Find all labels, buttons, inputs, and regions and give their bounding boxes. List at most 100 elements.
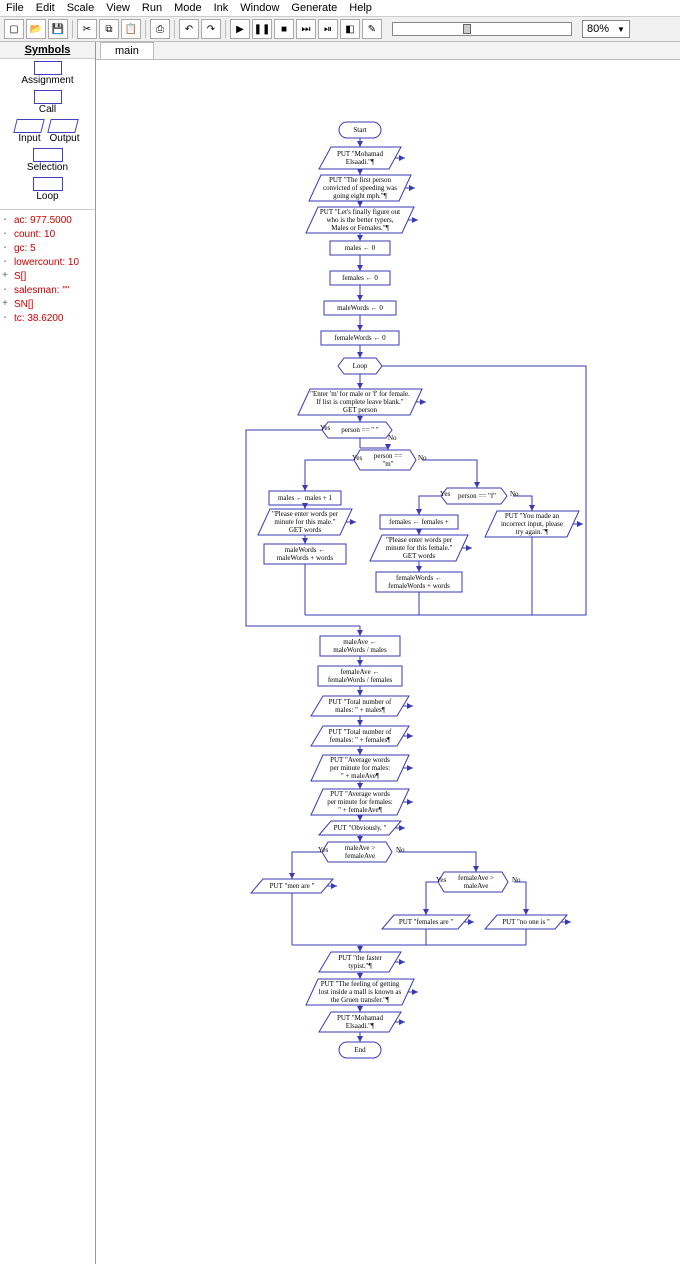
svg-text:incorrect input, please: incorrect input, please	[501, 520, 563, 528]
svg-text:PUT "You made an: PUT "You made an	[505, 512, 560, 520]
app-body: Symbols Assignment Call Input Output Sel…	[0, 42, 680, 1264]
svg-text:maleAve ←: maleAve ←	[343, 638, 377, 646]
svg-text:No: No	[510, 490, 519, 498]
svg-text:maleWords / males: maleWords / males	[333, 646, 387, 654]
symbol-assignment[interactable]: Assignment	[0, 59, 95, 88]
symbol-call[interactable]: Call	[0, 88, 95, 117]
menubar: File Edit Scale View Run Mode Ink Window…	[0, 0, 680, 17]
symbol-selection[interactable]: Selection	[0, 146, 95, 175]
tab-bar: main	[96, 42, 680, 60]
svg-text:person == "f": person == "f"	[458, 492, 496, 500]
cut-icon[interactable]: ✂	[77, 19, 97, 39]
flowchart: StartPUT "MohamadElsaadi."¶PUT "The firs…	[96, 60, 680, 1260]
var-row[interactable]: ·ac: 977.5000	[2, 214, 93, 228]
menu-edit[interactable]: Edit	[36, 2, 55, 14]
svg-text:"Enter 'm' for male or 'f' for: "Enter 'm' for male or 'f' for female.	[310, 390, 410, 398]
save-icon[interactable]: 💾	[48, 19, 68, 39]
run-start-icon[interactable]: ▶	[230, 19, 250, 39]
svg-text:Males or Females."¶: Males or Females."¶	[331, 224, 389, 232]
svg-text:femaleWords ← 0: femaleWords ← 0	[334, 334, 386, 342]
svg-text:Loop: Loop	[353, 362, 368, 370]
svg-text:minute for this female.": minute for this female."	[386, 544, 453, 552]
undo-icon[interactable]: ↶	[179, 19, 199, 39]
redo-icon[interactable]: ↷	[201, 19, 221, 39]
svg-text:PUT "The first person: PUT "The first person	[329, 176, 392, 184]
svg-text:PUT "men are ": PUT "men are "	[270, 882, 315, 890]
svg-text:Start: Start	[353, 126, 366, 134]
run-pause-icon[interactable]: ❚❚	[252, 19, 272, 39]
menu-ink[interactable]: Ink	[214, 2, 229, 14]
svg-text:Yes: Yes	[436, 876, 446, 884]
menu-file[interactable]: File	[6, 2, 24, 14]
svg-text:End: End	[354, 1046, 366, 1054]
svg-text:convicted of speeding was: convicted of speeding was	[323, 184, 397, 192]
speed-slider[interactable]	[392, 22, 572, 36]
svg-text:Yes: Yes	[320, 424, 330, 432]
print-icon[interactable]: ⎙	[150, 19, 170, 39]
svg-text:PUT "Average words: PUT "Average words	[330, 790, 390, 798]
svg-text:males ← 0: males ← 0	[345, 244, 376, 252]
var-row[interactable]: +S[]	[2, 270, 93, 284]
svg-text:" + maleAve¶: " + maleAve¶	[341, 772, 380, 780]
svg-text:person ==: person ==	[374, 452, 402, 460]
var-row[interactable]: ·gc: 5	[2, 242, 93, 256]
menu-view[interactable]: View	[106, 2, 130, 14]
menu-generate[interactable]: Generate	[291, 2, 337, 14]
left-panel: Symbols Assignment Call Input Output Sel…	[0, 42, 96, 1264]
svg-text:person == " ": person == " "	[341, 426, 379, 434]
svg-text:GET words: GET words	[289, 526, 322, 534]
svg-text:femaleWords ←: femaleWords ←	[396, 574, 442, 582]
chevron-down-icon: ▼	[617, 25, 625, 34]
menu-scale[interactable]: Scale	[67, 2, 95, 14]
step-icon[interactable]: ⏭	[296, 19, 316, 39]
var-row[interactable]: ·salesman: ""	[2, 284, 93, 298]
zoom-select[interactable]: 80% ▼	[582, 20, 630, 38]
symbol-output[interactable]: Output	[49, 119, 79, 144]
svg-text:If list is complete leave blan: If list is complete leave blank."	[316, 398, 403, 406]
paste-icon[interactable]: 📋	[121, 19, 141, 39]
svg-text:the Gruen transfer."¶: the Gruen transfer."¶	[331, 996, 390, 1004]
new-icon[interactable]: ▢	[4, 19, 24, 39]
toolbar: ▢ 📂 💾 ✂ ⧉ 📋 ⎙ ↶ ↷ ▶ ❚❚ ■ ⏭ ⏯ ◧ ✎ 80% ▼	[0, 17, 680, 42]
symbol-input[interactable]: Input	[15, 119, 43, 144]
svg-text:No: No	[418, 454, 427, 462]
svg-text:who is the better typers,: who is the better typers,	[326, 216, 393, 224]
symbols-title: Symbols	[0, 42, 95, 59]
svg-text:Yes: Yes	[352, 454, 362, 462]
svg-text:maleWords ←: maleWords ←	[285, 546, 325, 554]
var-row[interactable]: ·lowercount: 10	[2, 256, 93, 270]
menu-window[interactable]: Window	[240, 2, 279, 14]
var-row[interactable]: +SN[]	[2, 298, 93, 312]
svg-text:femaleAve >: femaleAve >	[458, 874, 494, 882]
svg-text:PUT "Mohamad: PUT "Mohamad	[337, 1014, 384, 1022]
svg-text:" + femaleAve¶: " + femaleAve¶	[338, 806, 382, 814]
var-row[interactable]: ·count: 10	[2, 228, 93, 242]
svg-text:PUT "the faster: PUT "the faster	[338, 954, 382, 962]
run-stop-icon[interactable]: ■	[274, 19, 294, 39]
open-icon[interactable]: 📂	[26, 19, 46, 39]
svg-text:PUT "Total number of: PUT "Total number of	[329, 728, 392, 736]
variable-tree: ·ac: 977.5000 ·count: 10 ·gc: 5 ·lowerco…	[0, 210, 95, 330]
svg-text:try again."¶: try again."¶	[516, 528, 549, 536]
var-row[interactable]: ·tc: 38.6200	[2, 312, 93, 326]
copy-icon[interactable]: ⧉	[99, 19, 119, 39]
svg-text:PUT "Mohamad: PUT "Mohamad	[337, 150, 384, 158]
menu-mode[interactable]: Mode	[174, 2, 202, 14]
toggle-icon[interactable]: ◧	[340, 19, 360, 39]
svg-text:No: No	[388, 434, 397, 442]
svg-text:femaleAve ←: femaleAve ←	[341, 668, 380, 676]
svg-text:PUT "no one is ": PUT "no one is "	[502, 918, 550, 926]
tab-main[interactable]: main	[100, 42, 154, 59]
svg-text:femaleWords + words: femaleWords + words	[388, 582, 450, 590]
canvas: main StartPUT "MohamadElsaadi."¶PUT "The…	[96, 42, 680, 1264]
run-end-icon[interactable]: ⏯	[318, 19, 338, 39]
svg-text:typist."¶: typist."¶	[348, 962, 372, 970]
svg-text:Elsaadi."¶: Elsaadi."¶	[346, 1022, 375, 1030]
svg-text:per minute for females:: per minute for females:	[327, 798, 393, 806]
svg-text:males ← males + 1: males ← males + 1	[278, 494, 333, 502]
pen-icon[interactable]: ✎	[362, 19, 382, 39]
symbol-loop[interactable]: Loop	[0, 175, 95, 204]
menu-run[interactable]: Run	[142, 2, 162, 14]
svg-text:PUT "Let's finally figure out: PUT "Let's finally figure out	[320, 208, 400, 216]
menu-help[interactable]: Help	[349, 2, 372, 14]
